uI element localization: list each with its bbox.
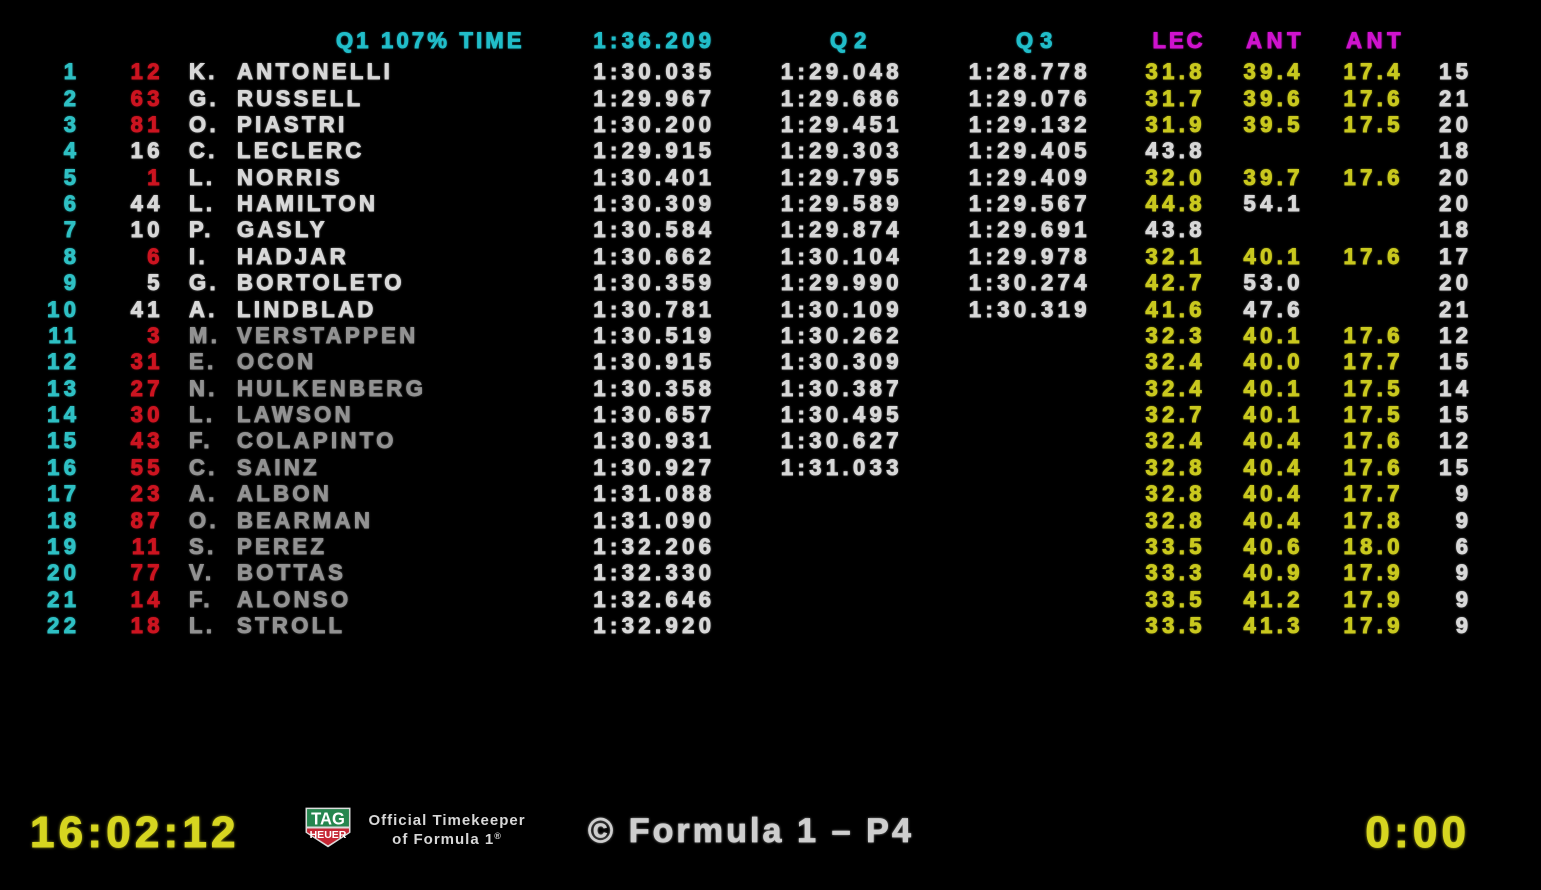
svg-text:HEUER: HEUER (310, 830, 347, 841)
svg-text:TAG: TAG (311, 808, 345, 828)
